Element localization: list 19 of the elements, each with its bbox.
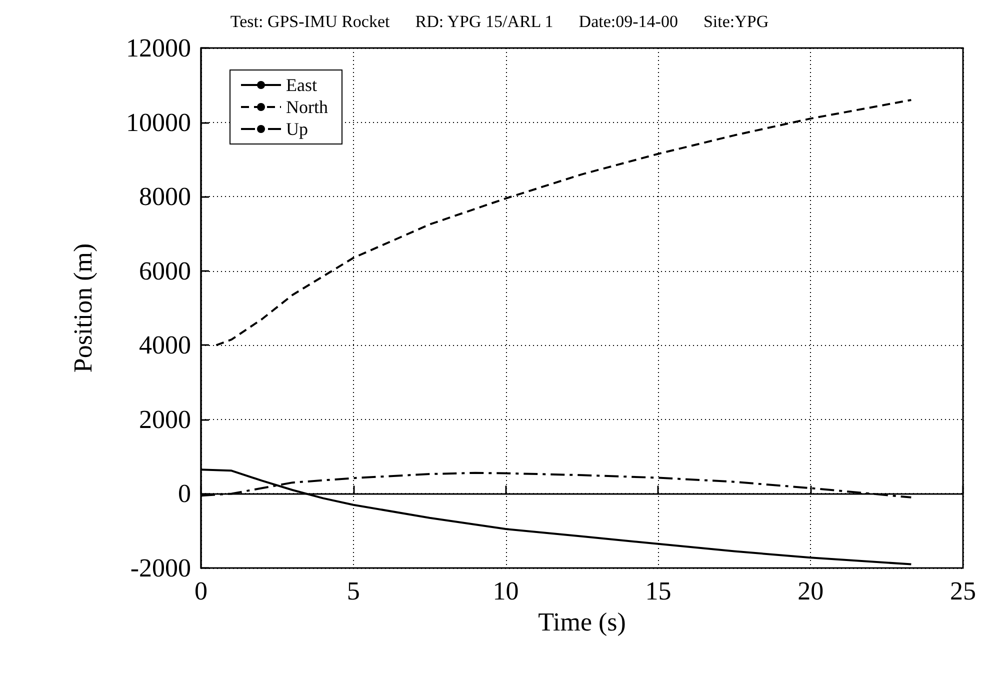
y-tick-label: 12000 xyxy=(126,34,191,62)
y-tick-label: 4000 xyxy=(139,330,191,360)
x-axis-title: Time (s) xyxy=(538,607,626,636)
legend-label: North xyxy=(286,97,328,117)
x-tick-label: 25 xyxy=(950,576,976,606)
chart-title: Test: GPS-IMU Rocket RD: YPG 15/ARL 1 Date:09-14-00 Site:YPG xyxy=(230,12,769,31)
y-tick-label: 10000 xyxy=(126,108,191,137)
y-tick-label: 8000 xyxy=(139,182,191,212)
x-tick-label: 20 xyxy=(798,576,824,606)
x-tick-label: 10 xyxy=(492,576,519,606)
y-tick-label: 6000 xyxy=(139,256,191,286)
y-tick-label: 2000 xyxy=(139,404,191,434)
x-tick-label: 15 xyxy=(645,576,672,606)
y-axis-title: Position (m) xyxy=(68,243,98,373)
y-tick-label: -2000 xyxy=(130,554,191,582)
legend-label: East xyxy=(286,75,317,95)
x-tick-label: 5 xyxy=(346,576,360,606)
legend-label: Up xyxy=(286,119,308,139)
y-tick-label: 0 xyxy=(178,479,191,508)
